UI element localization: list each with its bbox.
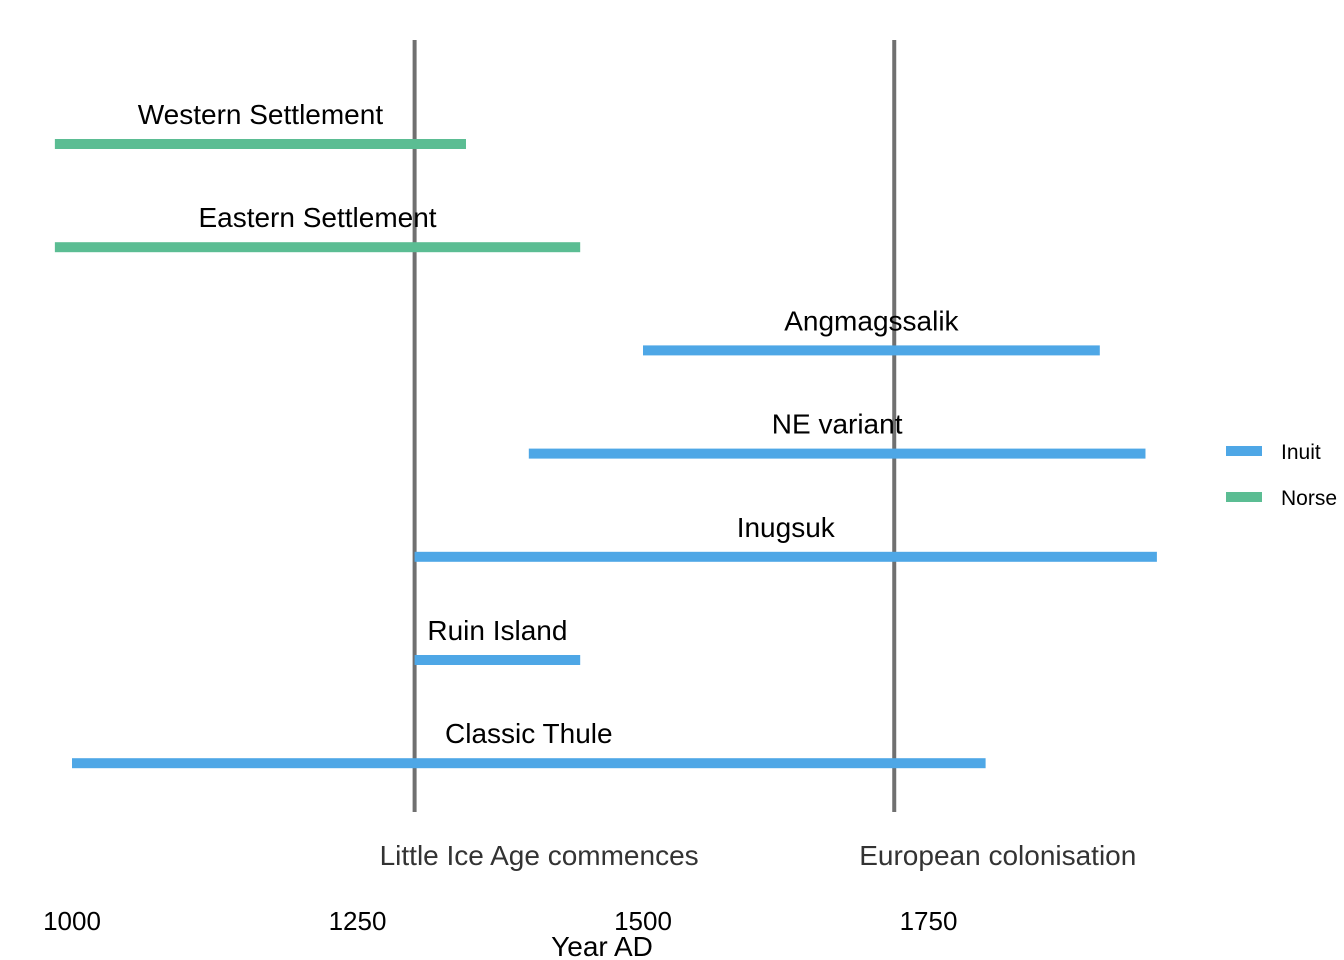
range-bar <box>643 345 1100 356</box>
range-bar <box>54 139 466 149</box>
legend-label: Norse <box>1281 487 1337 510</box>
bar-label: Western Settlement <box>138 99 384 130</box>
range-bar <box>414 655 581 665</box>
bar-label: NE variant <box>772 409 903 440</box>
range-bar <box>528 448 1146 459</box>
legend-key <box>1226 492 1262 502</box>
reference-labels: Little Ice Age commences European colonis… <box>380 840 1137 871</box>
legend-key <box>1226 446 1262 456</box>
range-bar <box>72 758 986 769</box>
range-bar <box>414 551 1157 562</box>
legend-label: Inuit <box>1281 441 1321 464</box>
bar-label: Eastern Settlement <box>198 202 436 233</box>
reference-line-label: European colonisation <box>859 840 1136 871</box>
x-tick-label: 1500 <box>614 906 672 936</box>
x-tick-label: 1250 <box>329 906 387 936</box>
bars-layer <box>54 139 1157 769</box>
x-tick-label: 1000 <box>43 906 101 936</box>
legend: Inuit Norse <box>1226 441 1337 510</box>
bar-label: Classic Thule <box>445 718 613 749</box>
x-axis-title: Year AD <box>551 931 653 960</box>
x-axis: 1000 1250 1500 1750 <box>43 906 957 936</box>
bar-label: Angmagssalik <box>784 305 959 336</box>
reference-line-label: Little Ice Age commences <box>380 840 699 871</box>
bar-labels-layer: Western Settlement Eastern Settlement Angm… <box>138 99 960 749</box>
reference-lines <box>412 40 897 812</box>
x-tick-label: 1750 <box>900 906 958 936</box>
range-bar <box>54 242 581 253</box>
bar-label: Inugsuk <box>737 512 836 543</box>
bar-label: Ruin Island <box>427 615 567 646</box>
